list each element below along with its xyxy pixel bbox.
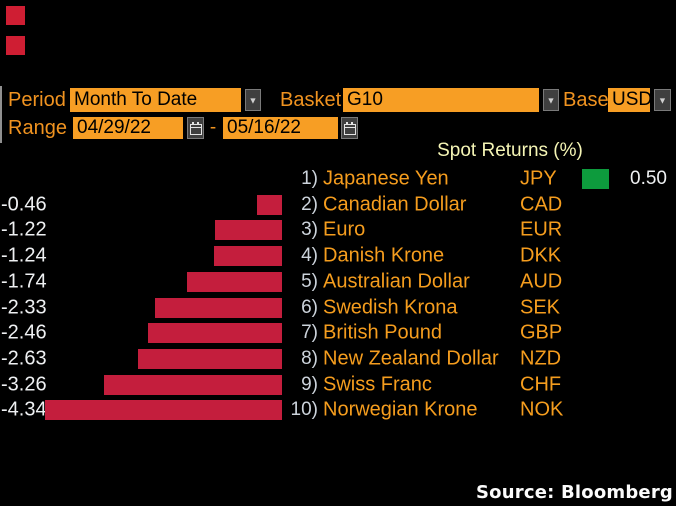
currency-code: CHF: [520, 373, 562, 396]
range-separator: -: [209, 117, 217, 138]
currency-code: EUR: [520, 218, 563, 241]
currency-name: Danish Krone: [323, 244, 445, 267]
currency-code: NZD: [520, 347, 562, 370]
bar-value-label: -1.24: [1, 244, 47, 267]
bar-value-label: -2.33: [1, 296, 47, 318]
bar-value-label: -0.46: [1, 193, 47, 216]
chevron-down-icon: ▼: [546, 95, 556, 105]
positive-return-bar: [582, 169, 609, 189]
basket-field[interactable]: G10: [343, 88, 539, 112]
period-field[interactable]: Month To Date: [70, 88, 241, 112]
currency-row[interactable]: 0.50 1) Japanese Yen JPY: [0, 166, 676, 192]
currency-code: JPY: [520, 167, 557, 190]
chevron-down-icon: ▼: [658, 95, 667, 105]
range-start-calendar-button[interactable]: [187, 117, 204, 139]
panel-marker-icon: [6, 6, 25, 25]
row-rank: 3): [301, 219, 318, 241]
bar-value-label: 0.50: [630, 168, 667, 189]
currency-name: Swiss Franc: [323, 373, 432, 396]
currency-row[interactable]: -4.34 10) Norwegian Krone NOK: [0, 397, 676, 423]
currency-name: Swedish Krona: [323, 296, 458, 318]
currency-name: British Pound: [323, 321, 442, 344]
chart-title: Spot Returns (%): [437, 140, 583, 161]
range-label: Range: [8, 116, 67, 139]
period-dropdown-button[interactable]: ▼: [245, 89, 261, 111]
chevron-down-icon: ▼: [248, 95, 258, 105]
negative-return-bar: [138, 348, 282, 369]
range-end-field[interactable]: 05/16/22: [223, 117, 338, 139]
period-label: Period: [8, 88, 66, 111]
calendar-icon: [343, 121, 356, 135]
row-rank: 10): [290, 399, 318, 421]
currency-row[interactable]: -1.74 5) Australian Dollar AUD: [0, 269, 676, 295]
currency-row[interactable]: -3.26 9) Swiss Franc CHF: [0, 372, 676, 398]
currency-name: Australian Dollar: [323, 270, 470, 293]
negative-return-bar: [257, 194, 282, 215]
currency-row[interactable]: -2.46 7) British Pound GBP: [0, 320, 676, 346]
row-rank: 4): [301, 245, 318, 267]
row-rank: 2): [301, 193, 318, 215]
source-caption: Source: Bloomberg: [476, 482, 673, 503]
row-rank: 5): [301, 270, 318, 292]
base-dropdown-button[interactable]: ▼: [654, 89, 671, 111]
range-start-field[interactable]: 04/29/22: [73, 117, 183, 139]
currency-row[interactable]: -0.46 2) Canadian Dollar CAD: [0, 192, 676, 218]
bar-value-label: -4.34: [1, 398, 47, 421]
row-rank: 9): [301, 373, 318, 395]
negative-return-bar: [215, 220, 282, 241]
basket-label: Basket: [280, 88, 342, 111]
bar-value-label: -2.63: [1, 347, 47, 370]
row-rank: 8): [301, 347, 318, 369]
negative-return-bar: [214, 246, 282, 267]
currency-name: Canadian Dollar: [323, 193, 467, 216]
currency-code: SEK: [520, 296, 561, 318]
currency-row[interactable]: -1.22 3) Euro EUR: [0, 217, 676, 243]
panel-marker-icon: [6, 36, 25, 55]
currency-row[interactable]: -1.24 4) Danish Krone DKK: [0, 243, 676, 269]
currency-code: AUD: [520, 270, 563, 293]
negative-return-bar: [45, 400, 282, 421]
range-end-calendar-button[interactable]: [341, 117, 358, 139]
basket-dropdown-button[interactable]: ▼: [543, 89, 559, 111]
negative-return-bar: [155, 297, 282, 318]
negative-return-bar: [148, 323, 282, 344]
currency-code: GBP: [520, 321, 563, 344]
currency-name: Euro: [323, 218, 366, 241]
currency-name: Norwegian Krone: [323, 398, 478, 421]
bar-value-label: -1.74: [1, 270, 47, 293]
currency-code: DKK: [520, 244, 562, 267]
currency-name: Japanese Yen: [323, 167, 449, 190]
negative-return-bar: [187, 271, 282, 292]
bar-value-label: -1.22: [1, 218, 47, 241]
row-rank: 6): [301, 296, 318, 318]
currency-name: New Zealand Dollar: [323, 347, 499, 370]
calendar-icon: [189, 121, 202, 135]
bar-value-label: -2.46: [1, 321, 47, 344]
row-rank: 1): [301, 168, 318, 189]
base-label: Base: [563, 88, 609, 111]
currency-code: CAD: [520, 193, 563, 216]
currency-code: NOK: [520, 398, 564, 421]
currency-row[interactable]: -2.63 8) New Zealand Dollar NZD: [0, 346, 676, 372]
toolbar-left-border: [0, 86, 2, 143]
currency-row[interactable]: -2.33 6) Swedish Krona SEK: [0, 295, 676, 321]
negative-return-bar: [104, 374, 282, 395]
row-rank: 7): [301, 322, 318, 344]
base-field[interactable]: USD: [608, 88, 652, 112]
bar-value-label: -3.26: [1, 373, 47, 396]
